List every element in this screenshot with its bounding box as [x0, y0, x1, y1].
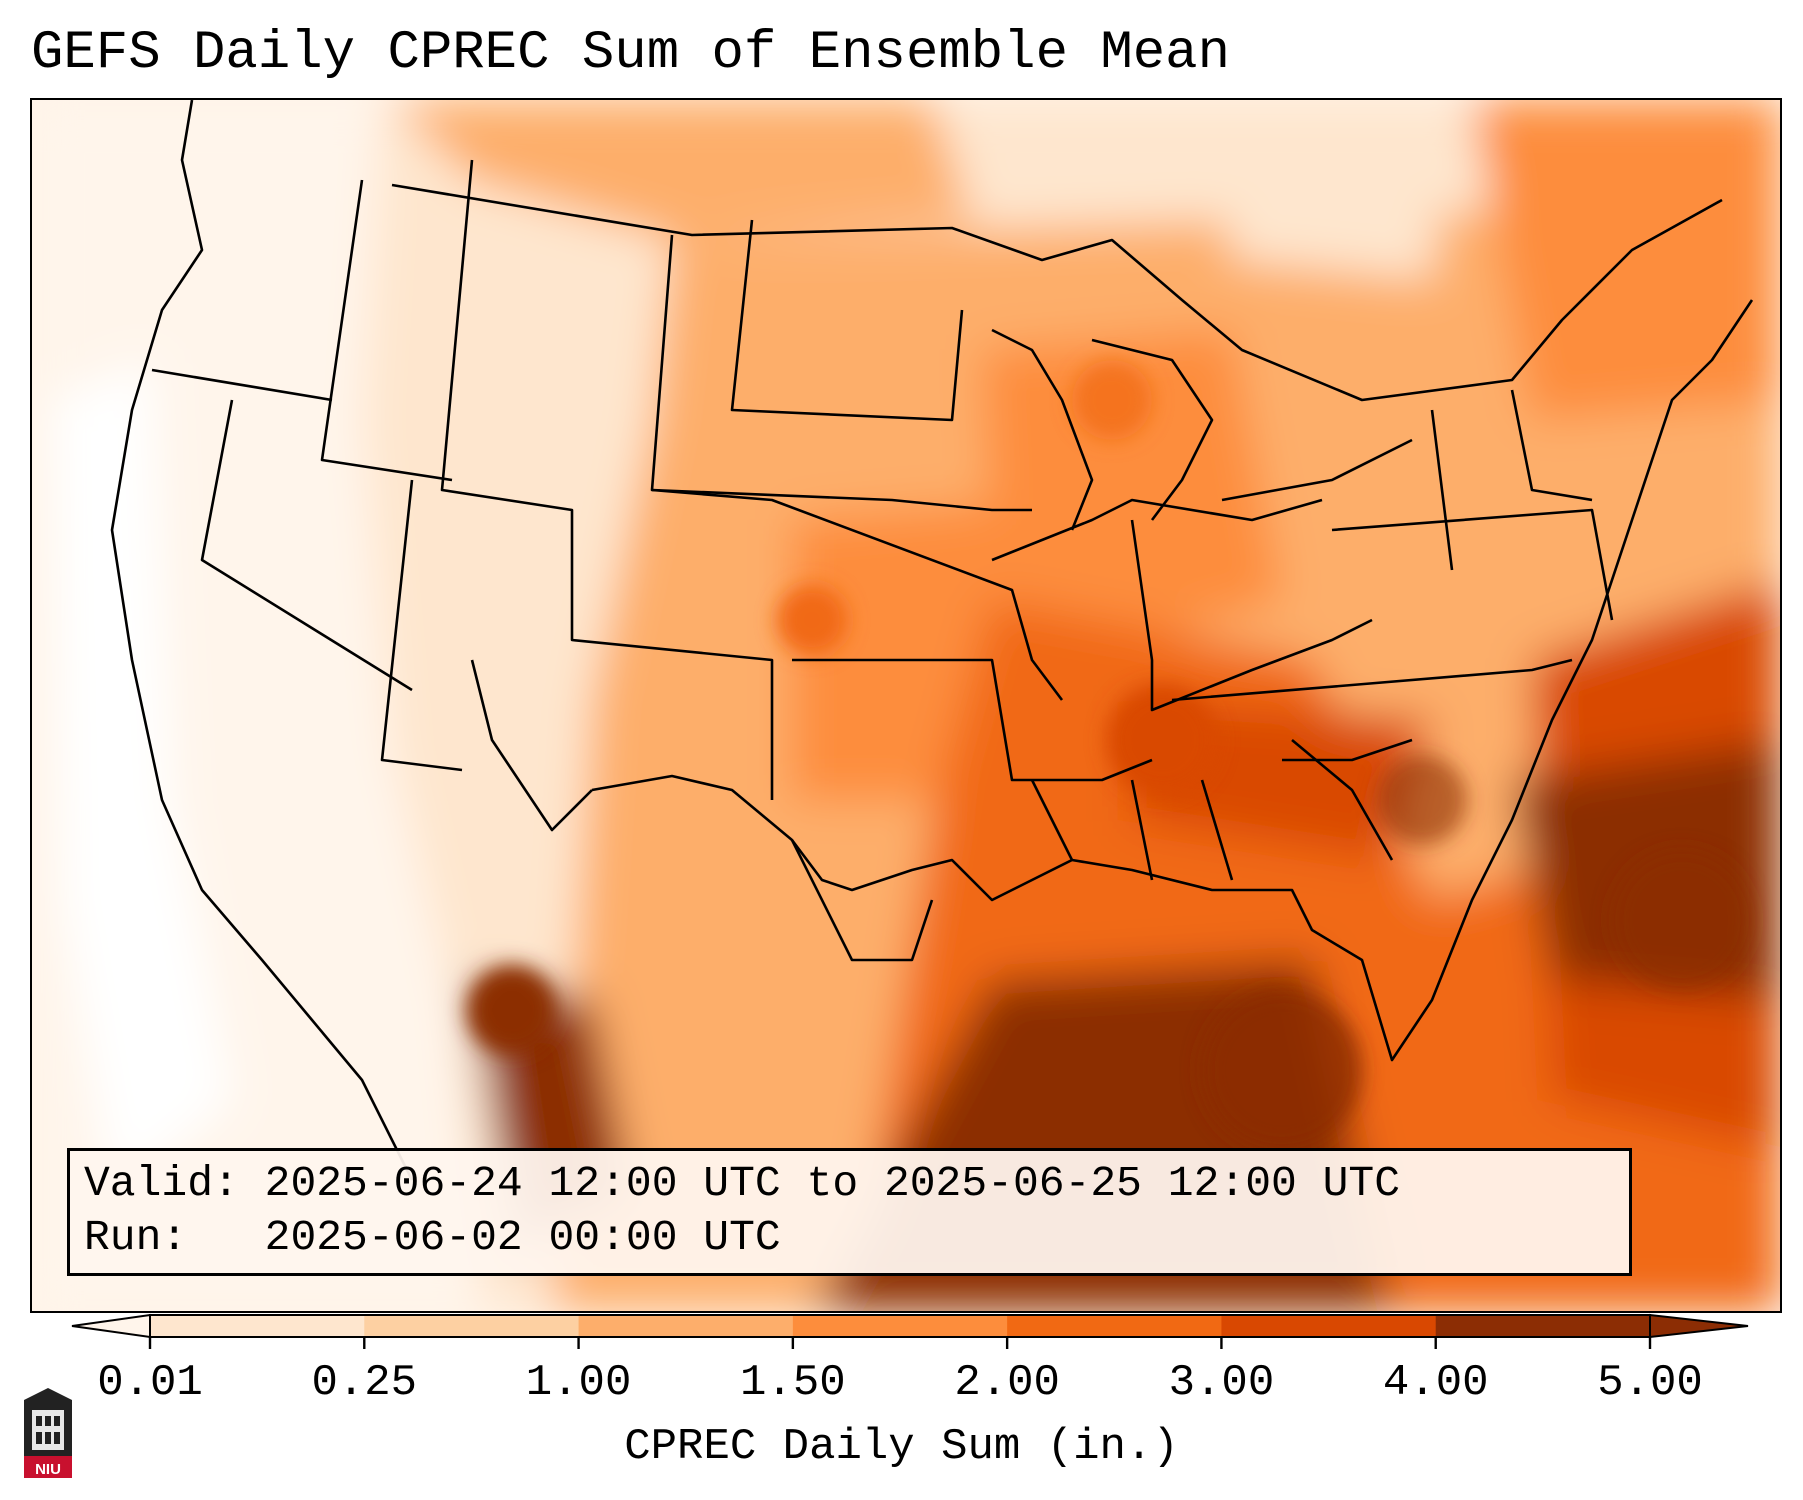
colorbar-tick-label: 1.00: [525, 1358, 632, 1408]
colorbar: [71, 1313, 1749, 1349]
valid-label: Valid:: [84, 1159, 239, 1208]
colorbar-segment: [1221, 1315, 1437, 1337]
run-row: Run: 2025-06-02 00:00 UTC: [84, 1211, 1615, 1265]
colorbar-segment: [1007, 1315, 1222, 1337]
lake-erie-ontario: [1221, 438, 1413, 502]
valid-value: 2025-06-24 12:00 UTC to 2025-06-25 12:00…: [264, 1159, 1401, 1208]
colorbar-tick-label: 1.50: [740, 1358, 846, 1408]
colorbar-tick-label: 2.00: [954, 1358, 1060, 1408]
niu-logo: NIU: [24, 1388, 72, 1478]
gulf-atlantic-coast: [591, 299, 1754, 1062]
colorbar-frame: [149, 1314, 1651, 1338]
colorbar-tick-label: 3.00: [1168, 1358, 1275, 1408]
validity-info-box: Valid: 2025-06-24 12:00 UTC to 2025-06-2…: [67, 1148, 1632, 1276]
colorbar-label: CPREC Daily Sum (in.): [624, 1422, 1179, 1472]
map-title: GEFS Daily CPREC Sum of Ensemble Mean: [31, 23, 1230, 84]
colorbar-segment: [792, 1315, 1008, 1337]
colorbar-segment: [1435, 1315, 1651, 1337]
run-label: Run:: [84, 1213, 188, 1262]
colorbar-tick-label: 0.25: [311, 1358, 418, 1408]
map-canvas: [32, 100, 1780, 1311]
colorbar-tick-label: 5.00: [1597, 1358, 1703, 1408]
canada-border: [391, 183, 1723, 402]
pacific-coastline: [110, 100, 414, 1181]
colorbar-tick-label: 0.01: [97, 1358, 203, 1408]
colorbar-ticks: [148, 1337, 1652, 1349]
colorbar-tick-label: 4.00: [1382, 1358, 1489, 1408]
lake-huron: [1091, 338, 1214, 521]
precip-detail: [467, 360, 1752, 1150]
lake-michigan: [991, 328, 1094, 531]
precipitation-map: [30, 98, 1782, 1313]
colorbar-segment: [150, 1315, 365, 1337]
colorbar-extend-high: [1649, 1313, 1749, 1339]
colorbar-segment: [578, 1315, 794, 1337]
svg-text:NIU: NIU: [35, 1461, 61, 1478]
colorbar-extend-low: [71, 1313, 151, 1339]
colorbar-segment: [364, 1315, 580, 1337]
interior-borders-west: [440, 159, 774, 800]
run-value: 2025-06-02 00:00 UTC: [264, 1213, 781, 1262]
boundaries: [110, 100, 1754, 1181]
valid-row: Valid: 2025-06-24 12:00 UTC to 2025-06-2…: [84, 1157, 1615, 1211]
precip-field: [32, 100, 1780, 1311]
colorbar-segments: [71, 1313, 1749, 1339]
